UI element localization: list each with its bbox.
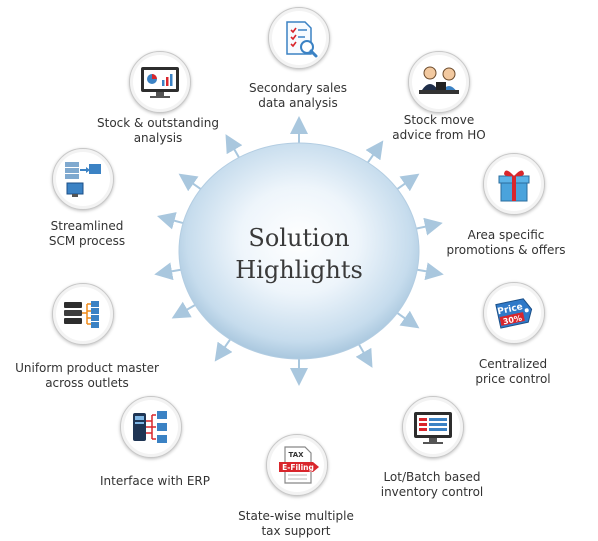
- price-tag-icon: Price 30%: [495, 298, 533, 329]
- tax-efiling-icon: TAX E-Filing: [279, 446, 319, 484]
- connector-arrow-14: [225, 134, 243, 160]
- secondary-sales-icon-circle: [268, 7, 330, 69]
- area-promotions-icon-circle: [483, 153, 545, 215]
- stock-move-label: Stock move advice from HO: [392, 113, 486, 142]
- svg-text:E-Filing: E-Filing: [282, 463, 314, 472]
- tax-support-icon-circle: TAX E-Filing: [266, 434, 328, 496]
- connector-arrow-4: [414, 217, 443, 236]
- price-control-label: Centralized price control: [475, 357, 551, 386]
- product-master-label: Uniform product master across outlets: [15, 361, 159, 390]
- monitor-chart-icon: [141, 67, 179, 98]
- connector-arrow-9: [214, 337, 233, 362]
- lot-batch-icon-circle: [402, 396, 464, 458]
- connector-arrows: [154, 116, 444, 386]
- gift-box-icon: [498, 170, 530, 202]
- connector-arrow-2: [365, 140, 384, 165]
- svg-text:TAX: TAX: [288, 451, 304, 459]
- stock-move-icon-circle: [408, 51, 470, 113]
- database-network-icon: [64, 301, 99, 328]
- center-sphere: [178, 142, 420, 360]
- connector-arrow-5: [415, 262, 444, 281]
- connector-arrow-12: [157, 212, 186, 230]
- connector-arrow-13: [178, 173, 203, 192]
- checklist-magnifier-icon: [286, 21, 318, 58]
- svg-text:30%: 30%: [502, 314, 523, 327]
- people-at-desk-icon: [419, 66, 459, 94]
- secondary-sales-label: Secondary sales data analysis: [249, 81, 347, 110]
- connector-arrow-7: [355, 342, 373, 368]
- center-title-line1: Solution: [248, 224, 349, 252]
- scm-process-icon-circle: [52, 148, 114, 210]
- lot-batch-label: Lot/Batch based inventory control: [380, 470, 484, 499]
- center-title-line2: Highlights: [235, 256, 363, 284]
- price-control-icon-circle: Price 30%: [483, 282, 545, 344]
- scm-process-label: Streamlined SCM process: [48, 219, 126, 248]
- product-master-icon-circle: [52, 283, 114, 345]
- erp-interface-icon-circle: [120, 396, 182, 458]
- connector-arrow-3: [395, 173, 420, 192]
- tax-support-label: State-wise multiple tax support: [238, 509, 354, 538]
- device-network-icon: [133, 411, 167, 443]
- connector-arrow-10: [171, 301, 198, 319]
- stock-outstanding-icon-circle: [129, 51, 191, 113]
- connector-arrow-11: [154, 262, 183, 281]
- server-computer-icon: [65, 162, 101, 197]
- area-promotions-label: Area specific promotions & offers: [446, 228, 566, 257]
- monitor-table-icon: [414, 412, 452, 444]
- connector-arrow-6: [395, 310, 420, 329]
- erp-interface-label: Interface with ERP: [100, 474, 210, 488]
- stock-outstanding-label: Stock & outstanding analysis: [97, 116, 219, 145]
